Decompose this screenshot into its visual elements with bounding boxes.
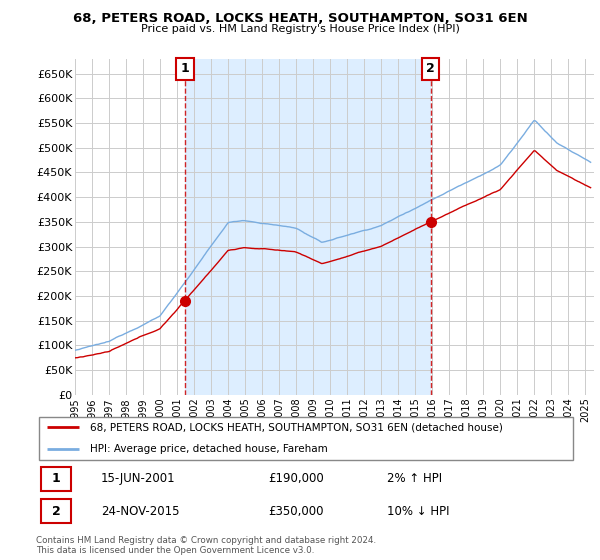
Text: 2: 2 xyxy=(52,505,61,517)
Text: Contains HM Land Registry data © Crown copyright and database right 2024.: Contains HM Land Registry data © Crown c… xyxy=(36,536,376,545)
Text: £350,000: £350,000 xyxy=(268,505,324,517)
Text: Price paid vs. HM Land Registry's House Price Index (HPI): Price paid vs. HM Land Registry's House … xyxy=(140,24,460,34)
Text: 10% ↓ HPI: 10% ↓ HPI xyxy=(387,505,449,517)
Text: 68, PETERS ROAD, LOCKS HEATH, SOUTHAMPTON, SO31 6EN: 68, PETERS ROAD, LOCKS HEATH, SOUTHAMPTO… xyxy=(73,12,527,25)
FancyBboxPatch shape xyxy=(41,499,71,524)
Text: HPI: Average price, detached house, Fareham: HPI: Average price, detached house, Fare… xyxy=(90,444,328,454)
Text: 1: 1 xyxy=(52,473,61,486)
Text: 24-NOV-2015: 24-NOV-2015 xyxy=(101,505,179,517)
Bar xyxy=(185,59,431,395)
FancyBboxPatch shape xyxy=(41,466,71,491)
Text: 1: 1 xyxy=(181,62,190,75)
Text: 68, PETERS ROAD, LOCKS HEATH, SOUTHAMPTON, SO31 6EN (detached house): 68, PETERS ROAD, LOCKS HEATH, SOUTHAMPTO… xyxy=(90,422,503,432)
Text: This data is licensed under the Open Government Licence v3.0.: This data is licensed under the Open Gov… xyxy=(36,546,314,555)
FancyBboxPatch shape xyxy=(39,417,573,460)
Text: 15-JUN-2001: 15-JUN-2001 xyxy=(101,473,175,486)
Text: £190,000: £190,000 xyxy=(268,473,324,486)
Text: 2% ↑ HPI: 2% ↑ HPI xyxy=(387,473,442,486)
Text: 2: 2 xyxy=(426,62,435,75)
